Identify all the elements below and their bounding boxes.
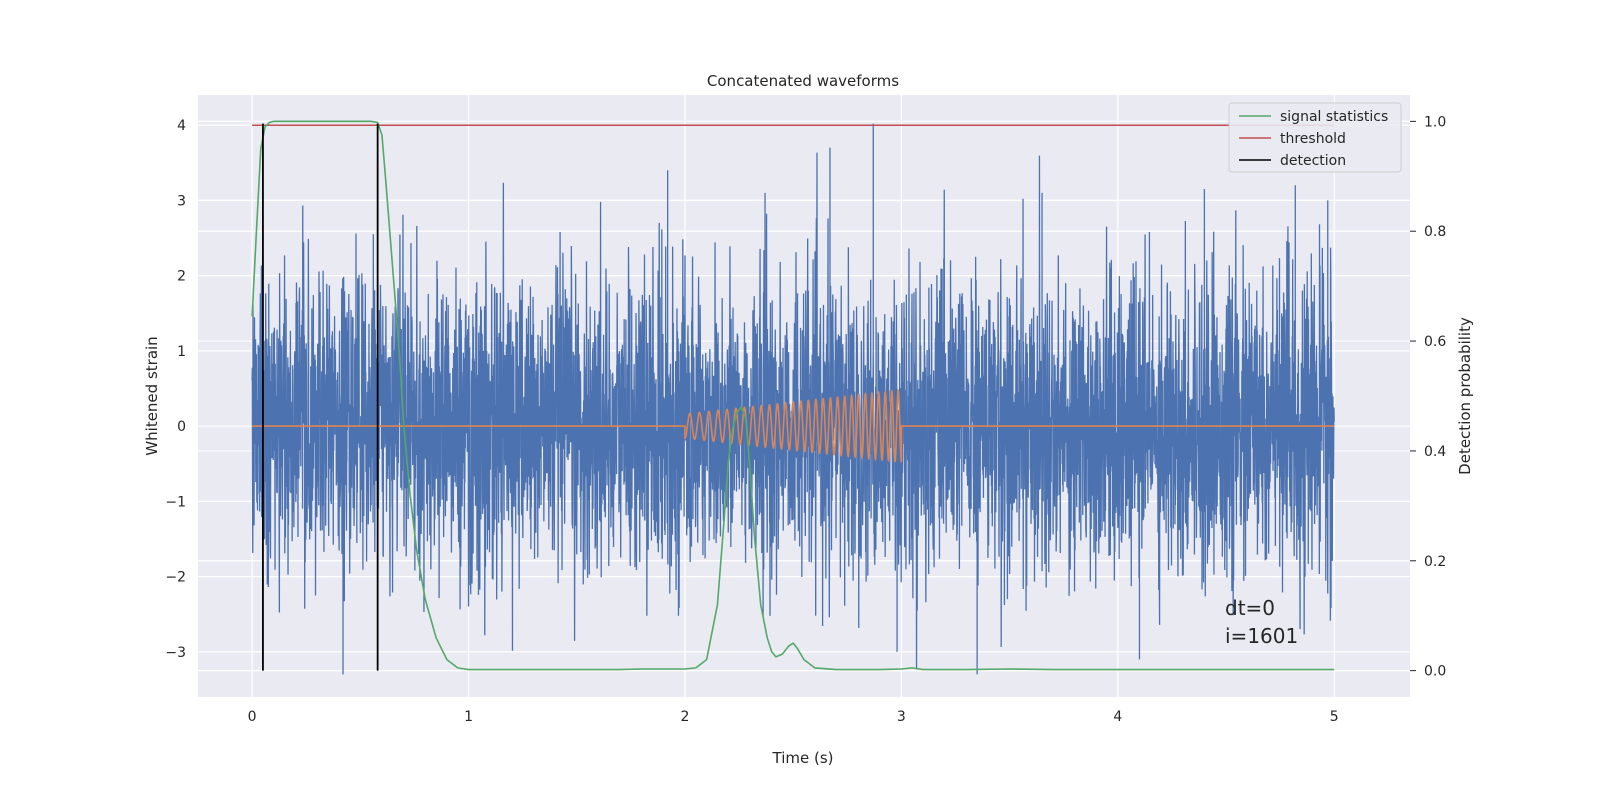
- y-tick-label: 1: [177, 344, 186, 360]
- y-tick-label: −1: [165, 494, 186, 510]
- y-tick-label: 3: [177, 193, 186, 209]
- x-axis-label: Time (s): [772, 749, 834, 767]
- y2-tick-label: 0.6: [1424, 334, 1446, 350]
- y2-tick-label: 1.0: [1424, 114, 1446, 130]
- y2-tick-label: 0.0: [1424, 664, 1446, 680]
- series-injection: [252, 388, 1335, 463]
- y-tick-label: 0: [177, 419, 186, 435]
- chart-title: Concatenated waveforms: [707, 72, 899, 90]
- legend-label-detection: detection: [1280, 153, 1346, 169]
- x-tick-label: 3: [897, 709, 906, 725]
- legend-label-threshold: threshold: [1280, 131, 1346, 147]
- y2-tick-label: 0.8: [1424, 224, 1446, 240]
- legend-box: [1228, 102, 1402, 173]
- x-tick-label: 0: [248, 709, 257, 725]
- series-signal-statistics: [251, 120, 1335, 671]
- y-tick-label: 4: [177, 118, 186, 134]
- x-tick-label: 4: [1113, 709, 1122, 725]
- y-axis-label: Whitened strain: [143, 336, 161, 455]
- y2-tick-label: 0.4: [1424, 444, 1446, 460]
- x-tick-label: 1: [464, 709, 473, 725]
- y-tick-label: −3: [165, 645, 186, 661]
- x-tick-label: 5: [1330, 709, 1339, 725]
- data-layer: [251, 120, 1335, 675]
- y-tick-label: 2: [177, 269, 186, 285]
- legend: signal statistics threshold detection: [1228, 102, 1402, 173]
- annotation-i: i=1601: [1225, 624, 1298, 648]
- legend-label-signal-statistics: signal statistics: [1280, 109, 1388, 125]
- y-tick-label: −2: [165, 570, 186, 586]
- axes: 0 1 2 3 4 5 −3 −2 −1 0 1 2 3 4 0.0 0.2 0.4 0.6 0.8 1.0: [165, 114, 1446, 725]
- y2-tick-label: 0.2: [1424, 554, 1446, 570]
- x-tick-label: 2: [681, 709, 690, 725]
- annotation-dt: dt=0: [1225, 596, 1275, 620]
- y2-axis-label: Detection probability: [1456, 317, 1474, 475]
